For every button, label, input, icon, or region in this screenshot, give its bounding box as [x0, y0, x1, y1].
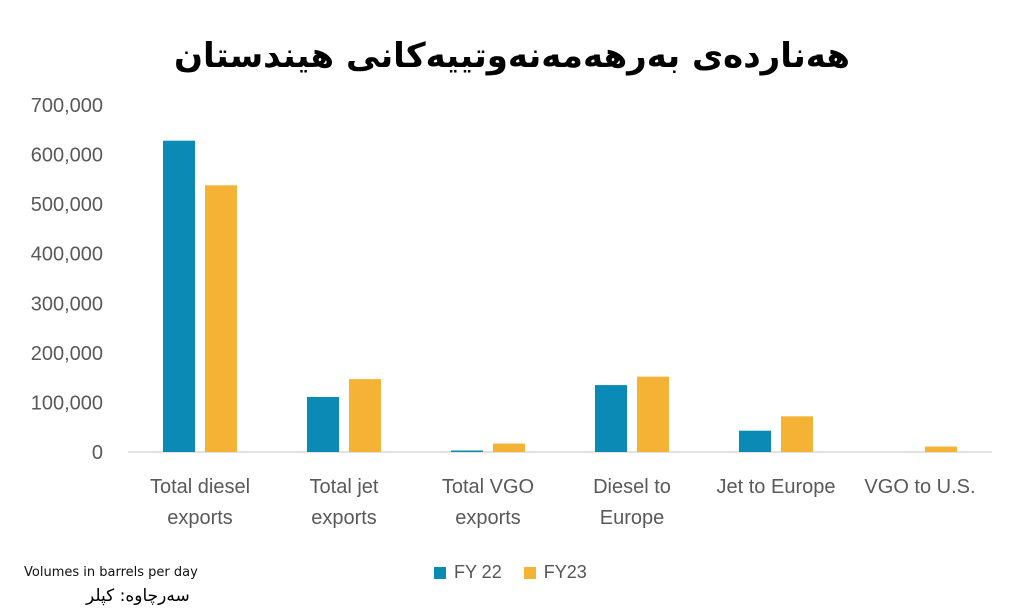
bar-fy23: [925, 446, 957, 452]
bar-fy23: [205, 185, 237, 452]
units-note: Volumes in barrels per day: [24, 565, 198, 580]
legend-swatch-fy22: [434, 566, 446, 579]
chart-title: هەناردەی بەرهەمەنەوتییەکانی هیندستان: [174, 36, 850, 76]
bars: [163, 140, 957, 453]
bar-fy22: [307, 396, 339, 452]
y-tick-label: 100,000: [31, 392, 103, 414]
legend-item-fy23: FY23: [523, 562, 587, 583]
bar-fy22: [451, 450, 483, 452]
x-tick-label: Total diesel exports: [150, 476, 250, 529]
bar-fy23: [781, 416, 813, 452]
legend-label-fy22: FY 22: [454, 562, 502, 582]
legend-item-fy22: FY 22: [434, 562, 502, 583]
y-tick-label: 300,000: [31, 293, 103, 315]
y-tick-label: 600,000: [31, 145, 103, 167]
y-tick-label: 0: [92, 442, 103, 464]
bar-fy22: [163, 140, 195, 453]
x-tick-label: Jet to Europe: [717, 476, 836, 498]
x-tick-label: Total jet exports: [310, 476, 379, 529]
y-tick-label: 200,000: [31, 343, 103, 365]
x-tick-label: VGO to U.S.: [864, 476, 975, 498]
y-axis: 0 100,000 200,000 300,000 400,000 500,000 600,…: [31, 95, 103, 464]
source-note: سەرچاوە: کپلر: [86, 586, 190, 606]
x-axis: Total diesel exports Total jet exports Total…: [150, 476, 976, 529]
legend-label-fy23: FY23: [543, 562, 587, 582]
y-tick-label: 400,000: [31, 244, 103, 266]
legend-swatch-fy23: [523, 566, 536, 579]
x-tick-label: Total VGO exports: [442, 476, 534, 529]
bar-fy23: [349, 379, 381, 452]
bar-fy23: [493, 443, 525, 452]
x-tick-label: Diesel to Europe: [593, 476, 671, 529]
y-tick-label: 500,000: [31, 194, 103, 216]
bar-fy23: [637, 376, 669, 452]
legend: FY 22 FY23: [434, 562, 587, 583]
bar-fy22: [739, 430, 771, 452]
y-tick-label: 700,000: [31, 95, 103, 117]
bar-fy22: [595, 385, 627, 452]
